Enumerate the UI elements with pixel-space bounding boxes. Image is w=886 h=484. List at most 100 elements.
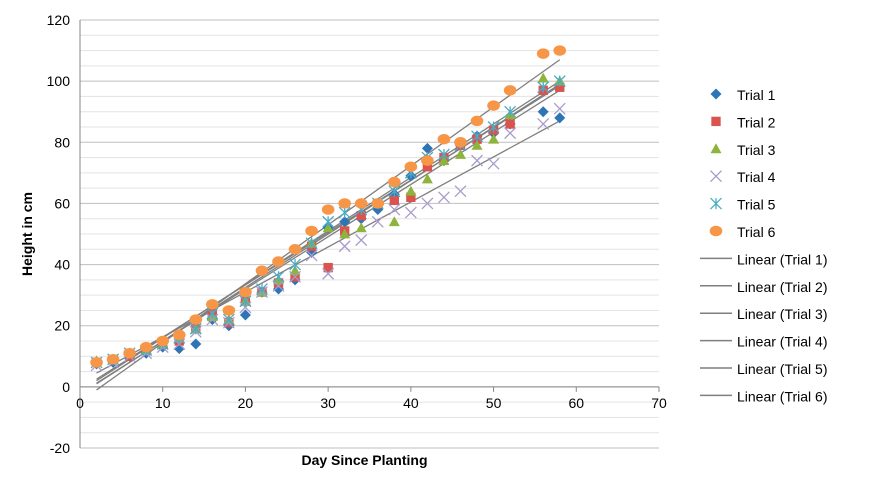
- data-point: [256, 283, 268, 295]
- legend-marker: [711, 116, 721, 127]
- data-point: [255, 265, 269, 276]
- data-point: [338, 206, 351, 219]
- x-axis-title: Day Since Planting: [301, 452, 427, 468]
- series-6: [90, 45, 567, 368]
- data-point: [387, 176, 401, 188]
- y-axis-title: Height in cm: [19, 192, 35, 276]
- y-tick-label: -20: [50, 440, 70, 456]
- series-5: [90, 75, 566, 369]
- data-point: [322, 267, 335, 280]
- legend-marker: [710, 88, 722, 100]
- data-point: [504, 127, 517, 140]
- data-point: [421, 142, 433, 154]
- data-point: [537, 106, 549, 118]
- data-point: [356, 210, 366, 221]
- legend-label: Trial 5: [737, 197, 776, 213]
- data-points: [90, 45, 567, 372]
- y-tick-label: 80: [54, 134, 70, 150]
- data-point: [222, 313, 235, 326]
- series-1: [91, 106, 566, 370]
- data-point: [487, 100, 500, 111]
- data-point: [553, 75, 566, 88]
- data-point: [421, 155, 434, 166]
- legend-marker: [710, 143, 722, 154]
- data-point: [371, 215, 384, 228]
- data-point: [421, 173, 433, 184]
- data-point: [388, 185, 401, 198]
- data-point: [454, 185, 467, 198]
- data-point: [106, 354, 120, 365]
- legend-marker: [709, 225, 723, 237]
- data-point: [388, 203, 401, 216]
- data-point: [422, 162, 433, 172]
- data-point: [190, 338, 202, 350]
- data-point: [222, 305, 236, 316]
- data-point: [554, 112, 566, 124]
- data-point: [189, 322, 202, 335]
- legend-label: Linear (Trial 3): [737, 306, 828, 322]
- data-point: [355, 234, 368, 247]
- data-point: [437, 191, 450, 204]
- legend-label: Linear (Trial 1): [737, 251, 828, 267]
- data-point: [537, 117, 550, 130]
- data-point: [406, 192, 416, 202]
- data-point: [437, 148, 450, 161]
- data-point: [487, 157, 500, 170]
- data-point: [471, 154, 483, 167]
- x-tick-label: 0: [76, 395, 84, 411]
- y-tick-label: 40: [54, 257, 70, 273]
- y-tick-label: 100: [47, 73, 71, 89]
- data-point: [504, 105, 517, 118]
- x-tick-label: 60: [568, 395, 584, 411]
- x-tick-label: 20: [238, 395, 254, 411]
- data-point: [537, 81, 550, 94]
- data-point: [505, 119, 515, 129]
- data-point: [272, 256, 285, 267]
- legend: Trial 1 Trial 2 Trial 3 Trial 4 Trial 5 Trial…: [700, 87, 828, 404]
- legend-marker: [710, 170, 722, 183]
- legend-label: Trial 1: [737, 87, 776, 103]
- data-point: [421, 197, 434, 210]
- data-point: [388, 216, 400, 227]
- data-point: [239, 295, 252, 308]
- data-point: [553, 45, 567, 56]
- legend-label: Linear (Trial 5): [737, 361, 828, 377]
- data-point: [272, 280, 285, 292]
- x-tick-label: 40: [403, 395, 419, 411]
- y-tick-label: 0: [62, 379, 70, 395]
- data-point: [289, 265, 301, 276]
- y-tick-label: 120: [47, 12, 71, 28]
- data-point: [206, 299, 219, 310]
- data-point: [305, 237, 318, 250]
- data-point: [339, 228, 351, 239]
- legend-label: Trial 3: [737, 142, 776, 158]
- data-point: [90, 357, 103, 368]
- data-point: [206, 307, 219, 320]
- data-point: [288, 244, 302, 255]
- grid-lines: [80, 19, 659, 449]
- legend-label: Trial 4: [737, 169, 776, 185]
- data-point: [139, 341, 153, 353]
- legend-label: Linear (Trial 4): [737, 334, 828, 350]
- legend-label: Linear (Trial 6): [737, 388, 828, 404]
- data-point: [555, 82, 565, 92]
- data-point: [338, 198, 352, 209]
- legend-label: Linear (Trial 2): [737, 279, 828, 295]
- data-point: [471, 139, 483, 150]
- data-point: [322, 215, 335, 228]
- legend-marker: [710, 197, 722, 210]
- data-point: [322, 222, 334, 233]
- data-point: [488, 133, 500, 144]
- x-tick-label: 50: [486, 395, 502, 411]
- data-point: [173, 338, 186, 351]
- data-point: [172, 329, 186, 341]
- data-point: [537, 72, 549, 83]
- data-point: [323, 262, 333, 273]
- data-point: [487, 121, 500, 133]
- data-point: [305, 249, 318, 262]
- data-point: [454, 149, 466, 159]
- data-point: [239, 309, 251, 321]
- data-point: [289, 270, 302, 283]
- data-point: [305, 225, 318, 237]
